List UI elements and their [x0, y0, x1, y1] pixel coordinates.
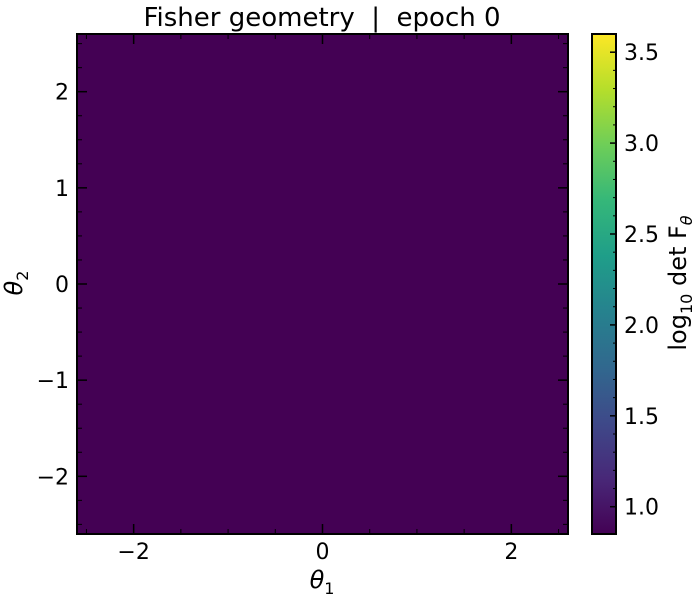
- y-tick-label: 0: [55, 273, 69, 298]
- x-tick-label: 0: [316, 540, 330, 565]
- x-axis-label-subscript: 1: [324, 579, 334, 598]
- colorbar-label: log10 det Fθ: [664, 215, 696, 350]
- chart-title: Fisher geometry | epoch 0: [143, 3, 500, 33]
- colorbar-tick-label: 1.0: [624, 496, 659, 521]
- colorbar-gradient: [591, 33, 617, 535]
- colorbar-label-theta: θ: [677, 215, 696, 225]
- colorbar-tick-label: 3.5: [624, 41, 659, 66]
- colorbar-tick-label: 2.5: [624, 223, 659, 248]
- colorbar-tick-label: 1.5: [624, 405, 659, 430]
- colorbar: 1.0 1.5 2.0 2.5 3.0 3.5 log10 det Fθ: [591, 33, 696, 535]
- colorbar-ticks: 1.0 1.5 2.0 2.5 3.0 3.5: [610, 41, 659, 521]
- y-tick-label: 1: [55, 177, 69, 202]
- heatmap-plot-area: −2 0 2 −2 −1 0 1 2: [37, 33, 569, 565]
- y-tick-label: −2: [37, 465, 69, 490]
- y-tick-label: 2: [55, 81, 69, 106]
- colorbar-tick-label: 3.0: [624, 132, 659, 157]
- colorbar-label-log: log: [664, 314, 692, 351]
- y-axis-label: θ2: [0, 271, 32, 296]
- y-axis-label-subscript: 2: [13, 271, 32, 281]
- y-tick-label: −1: [37, 369, 69, 394]
- colorbar-tick-label: 2.0: [624, 314, 659, 339]
- x-axis-label: θ1: [310, 566, 335, 598]
- colorbar-label-det: det F: [664, 225, 692, 293]
- colorbar-label-base: 10: [677, 294, 696, 314]
- x-tick-label: −2: [117, 540, 149, 565]
- x-axis-label-symbol: θ: [310, 566, 325, 594]
- heatmap-field: [77, 34, 568, 534]
- y-axis-label-symbol: θ: [0, 280, 28, 295]
- x-axis-ticks: −2 0 2: [85, 34, 560, 565]
- y-axis-ticks: −2 −1 0 1 2: [37, 43, 568, 525]
- x-tick-label: 2: [504, 540, 518, 565]
